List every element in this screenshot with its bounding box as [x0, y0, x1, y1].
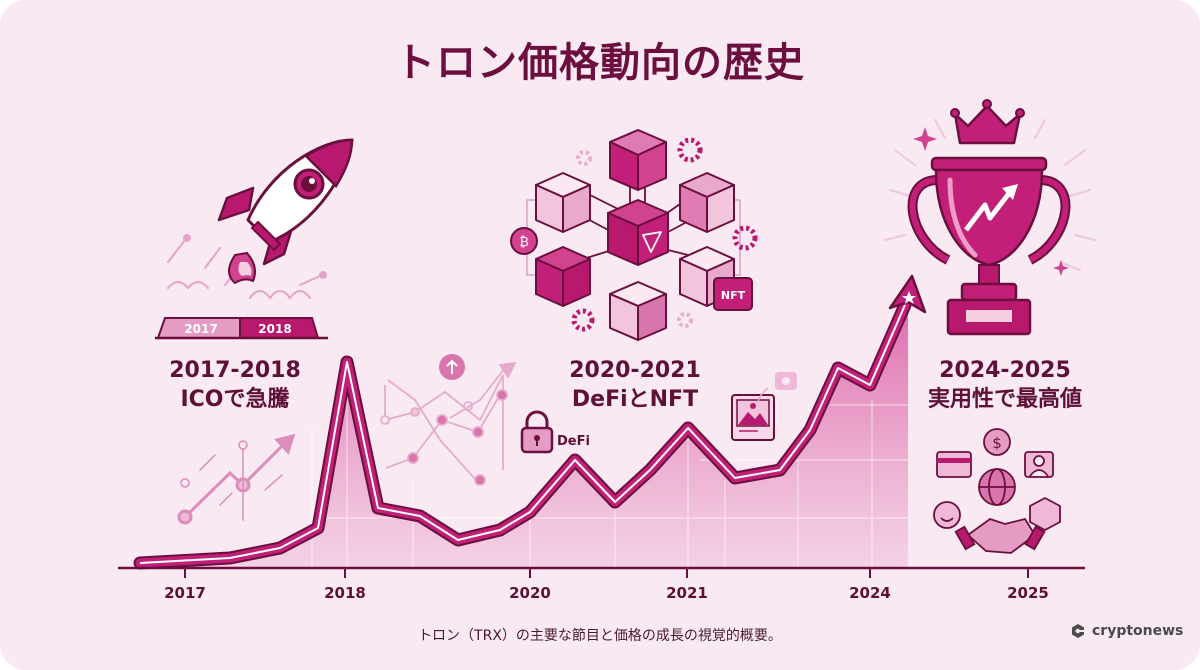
x-tick-2017: 2017 [164, 584, 206, 602]
trophy-icon [884, 99, 1096, 336]
brand-logo[interactable]: cryptonews [1070, 623, 1183, 639]
nft-badge: NFT [713, 277, 753, 311]
milestone-event: DeFiとNFT [571, 387, 699, 412]
nft-image-icon [731, 372, 797, 441]
price-area [140, 300, 908, 568]
cryptonews-logo-icon [1072, 624, 1084, 638]
badge-2018: 2018 [258, 322, 291, 336]
page-title: トロン価格動向の歴史 [395, 40, 805, 86]
gear-icon [571, 137, 758, 332]
milestone-event: 実用性で最高値 [927, 387, 1082, 412]
cube-icon [1029, 496, 1061, 532]
defi-lock-icon [520, 410, 554, 454]
utility-icons: $ [933, 428, 1061, 554]
year-badge: 2017 2018 [155, 317, 328, 340]
milestone-period: 2017-2018 [169, 358, 301, 383]
milestone-period: 2020-2021 [569, 358, 701, 383]
x-tick-2018: 2018 [324, 584, 366, 602]
handshake-icon [966, 517, 1037, 554]
badge-2017: 2017 [184, 322, 217, 336]
x-tick-2024: 2024 [849, 584, 891, 602]
svg-text:₿: ₿ [519, 235, 529, 250]
smiley-icon [933, 501, 961, 529]
x-tick-2020: 2020 [509, 584, 551, 602]
dollar-coin-icon [983, 428, 1011, 456]
star-icon [902, 291, 916, 304]
brand-name: cryptonews [1092, 623, 1184, 639]
x-tick-2021: 2021 [666, 584, 708, 602]
nft-badge-label: NFT [721, 289, 746, 302]
arrow-head-icon [888, 274, 927, 314]
caption: トロン（TRX）の主要な節目と価格の成長の視覚的概要。 [418, 628, 782, 644]
rocket-icon [167, 138, 354, 300]
growth-arrows-icon [177, 433, 296, 525]
milestone-event: ICOで急騰 [180, 387, 290, 412]
sparkle-icon [913, 127, 937, 151]
milestone-2024-2025: 2024-2025 実用性で最高値 [890, 356, 1120, 414]
milestone-period: 2024-2025 [939, 358, 1071, 383]
svg-text:$: $ [992, 434, 1002, 452]
defi-label: DeFi [557, 434, 590, 449]
network-chart-icon [380, 354, 517, 486]
blockchain-network-icon: ₿ [510, 129, 741, 341]
milestone-2020-2021: 2020-2021 DeFiとNFT [520, 356, 750, 414]
milestone-2017-2018: 2017-2018 ICOで急騰 [120, 356, 350, 414]
credit-card-icon [936, 451, 972, 478]
x-tick-2025: 2025 [1007, 584, 1049, 602]
